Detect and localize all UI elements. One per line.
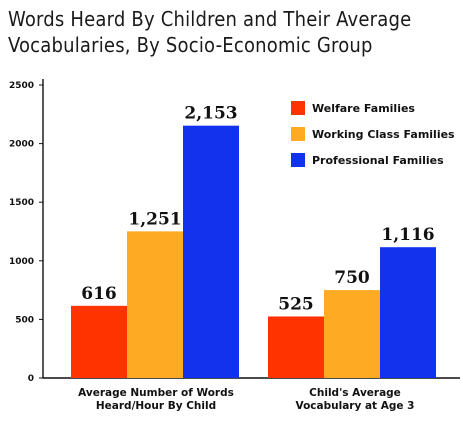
bar — [71, 305, 127, 378]
y-tick-label: 0 — [28, 374, 34, 384]
legend-swatch — [291, 127, 305, 141]
legend: Welfare Families Working Class Families Pr… — [291, 101, 455, 167]
y-tick-label: 500 — [15, 315, 34, 325]
chart-title: Words Heard By Children and Their Averag… — [8, 6, 458, 58]
chart-title-line-1: Words Heard By Children and Their Averag… — [8, 7, 412, 31]
data-label: 1,251 — [128, 209, 181, 229]
legend-swatch — [291, 153, 305, 167]
y-tick-label: 1500 — [9, 198, 34, 208]
bar — [183, 125, 239, 379]
axes: 0 500 1000 1500 2000 2500 Average Number of Wo… — [9, 79, 460, 412]
bar — [324, 290, 380, 378]
data-label: 750 — [334, 268, 370, 288]
legend-swatch — [291, 101, 305, 115]
legend-label: Working Class Families — [312, 128, 455, 141]
chart-title-line-2: Vocabularies, By Socio-Economic Group — [8, 33, 373, 57]
x-category-label: Average Number of Words — [78, 387, 234, 399]
bar — [268, 316, 324, 378]
y-tick-label: 2500 — [9, 81, 34, 91]
bars: 616 1,251 2,153 525 750 1,116 — [71, 104, 436, 379]
data-label: 1,116 — [381, 225, 434, 245]
legend-label: Professional Families — [312, 154, 444, 167]
data-label: 525 — [278, 294, 314, 314]
x-category-label: Vocabulary at Age 3 — [296, 400, 415, 412]
y-tick-label: 1000 — [9, 257, 34, 267]
data-label: 616 — [81, 284, 117, 304]
bar — [127, 231, 183, 378]
data-label: 2,153 — [184, 104, 237, 124]
legend-label: Welfare Families — [312, 102, 415, 115]
bar — [380, 247, 436, 378]
x-category-label: Heard/Hour By Child — [96, 400, 216, 412]
x-category-label: Child's Average — [309, 387, 401, 399]
y-tick-label: 2000 — [9, 140, 34, 150]
